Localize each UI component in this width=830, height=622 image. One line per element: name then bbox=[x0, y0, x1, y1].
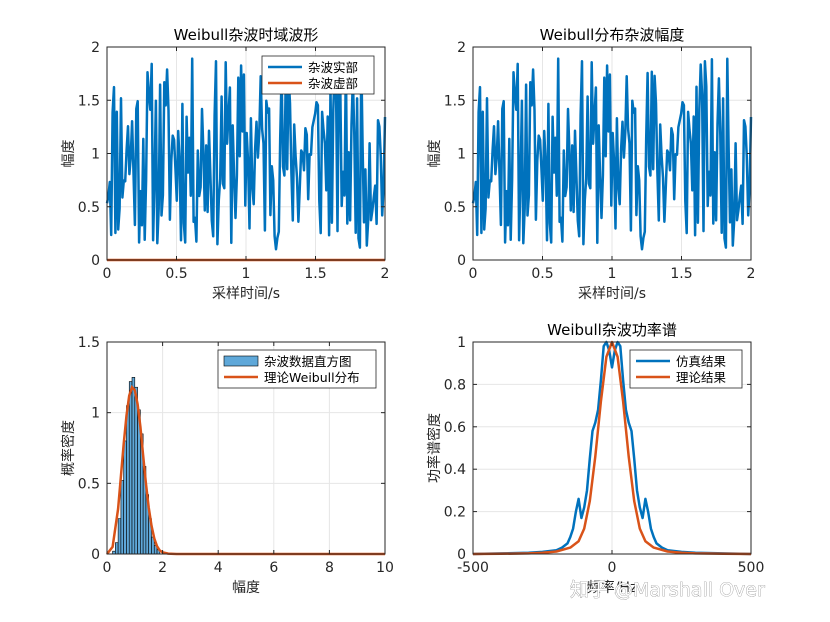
histogram-bar bbox=[134, 386, 138, 555]
y-tick-label: 0.8 bbox=[444, 377, 466, 393]
y-tick-label: 1 bbox=[457, 335, 466, 351]
y-tick-label: 1 bbox=[91, 147, 100, 163]
x-tick-label: 0.5 bbox=[531, 266, 553, 282]
chart-title: Weibull杂波功率谱 bbox=[547, 321, 677, 339]
y-axis-label: 概率密度 bbox=[60, 420, 77, 476]
histogram-bar bbox=[126, 405, 130, 555]
y-tick-label: 1 bbox=[91, 406, 100, 422]
histogram-bar bbox=[131, 377, 136, 555]
y-tick-label: 1 bbox=[457, 147, 466, 163]
axes-frame bbox=[106, 341, 386, 555]
legend-label: 理论Weibull分布 bbox=[264, 370, 360, 385]
legend-label: 理论结果 bbox=[676, 370, 727, 385]
x-tick-label: 0 bbox=[469, 266, 478, 282]
y-tick-label: 0.2 bbox=[444, 505, 466, 521]
y-tick-label: 0.5 bbox=[444, 200, 466, 216]
y-tick-label: 1.5 bbox=[444, 93, 466, 109]
x-tick-label: 1.5 bbox=[304, 266, 326, 282]
histogram-bar bbox=[120, 480, 124, 555]
y-tick-label: 0.6 bbox=[444, 420, 466, 436]
x-axis-label: 采样时间/s bbox=[212, 286, 280, 302]
x-tick-label: 0 bbox=[608, 560, 617, 576]
chart-title: Weibull分布杂波幅度 bbox=[540, 26, 685, 44]
x-tick-label: 2 bbox=[158, 560, 167, 576]
watermark: 知乎 @Marshall Over bbox=[570, 579, 765, 601]
legend-label: 杂波数据直方图 bbox=[264, 354, 352, 369]
histogram-bar bbox=[123, 440, 127, 555]
x-tick-label: 0 bbox=[103, 266, 112, 282]
chart-panel-4: -500 0 50000.20.40.60.81Weibull杂波功率谱频率/Hz功… bbox=[426, 321, 764, 596]
x-tick-label: 1 bbox=[242, 266, 251, 282]
x-tick-label: 1.5 bbox=[670, 266, 692, 282]
x-tick-label: 2 bbox=[381, 266, 390, 282]
x-tick-label: -500 bbox=[457, 560, 489, 576]
x-tick-label: 4 bbox=[214, 560, 223, 576]
histogram-bar bbox=[117, 518, 122, 555]
y-tick-label: 0 bbox=[457, 547, 466, 563]
y-tick-label: 0 bbox=[91, 547, 100, 563]
y-tick-label: 0.5 bbox=[78, 200, 100, 216]
legend-box bbox=[261, 55, 375, 95]
legend-label: 仿真结果 bbox=[676, 354, 727, 369]
y-axis-label: 幅度 bbox=[427, 140, 443, 168]
x-tick-label: 0.5 bbox=[165, 266, 187, 282]
x-axis-label: 采样时间/s bbox=[578, 286, 646, 302]
legend-label: 杂波虚部 bbox=[308, 76, 358, 91]
x-tick-label: 1 bbox=[608, 266, 617, 282]
legend-label: 杂波实部 bbox=[308, 60, 358, 75]
y-tick-label: 2 bbox=[457, 40, 466, 56]
x-tick-label: 6 bbox=[269, 560, 278, 576]
y-axis-label: 幅度 bbox=[61, 140, 77, 168]
y-tick-label: 1.5 bbox=[78, 335, 100, 351]
y-tick-label: 1.5 bbox=[78, 93, 100, 109]
y-tick-label: 0 bbox=[91, 253, 100, 269]
y-tick-label: 0 bbox=[457, 253, 466, 269]
y-axis-label: 功率谱密度 bbox=[426, 413, 443, 483]
legend-swatch bbox=[223, 355, 259, 367]
series-line-1 bbox=[471, 57, 753, 251]
x-tick-label: 2 bbox=[747, 266, 756, 282]
x-axis-label: 幅度 bbox=[232, 580, 260, 596]
y-tick-label: 2 bbox=[91, 40, 100, 56]
x-tick-label: 500 bbox=[738, 560, 765, 576]
series-line-1 bbox=[472, 340, 752, 556]
x-tick-label: 8 bbox=[325, 560, 334, 576]
x-tick-label: 0 bbox=[103, 560, 112, 576]
y-tick-label: 0.4 bbox=[444, 462, 466, 478]
chart-title: Weibull杂波时域波形 bbox=[174, 26, 319, 44]
y-tick-label: 0.5 bbox=[78, 476, 100, 492]
x-axis-label: 频率/Hz bbox=[587, 579, 638, 596]
histogram-bar bbox=[115, 542, 119, 555]
x-tick-label: 10 bbox=[376, 560, 394, 576]
legend-box bbox=[629, 349, 743, 389]
histogram-bar bbox=[128, 381, 133, 555]
